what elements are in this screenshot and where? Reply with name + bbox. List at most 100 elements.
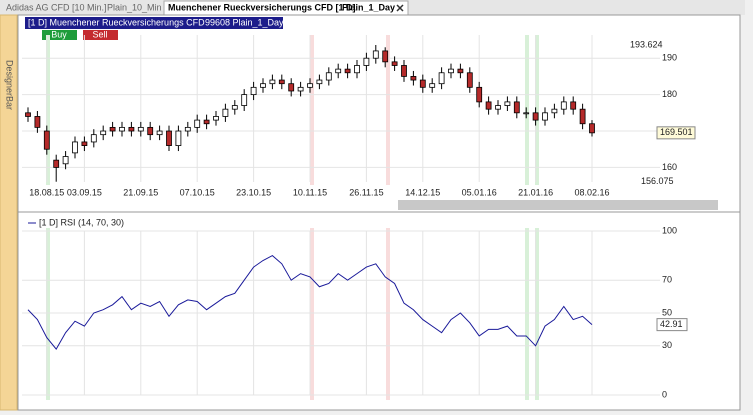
y-tick-label: 190 xyxy=(662,53,677,63)
candle-body xyxy=(429,83,436,88)
candle-body xyxy=(288,83,295,92)
candle-body xyxy=(297,86,304,92)
y-tick-label: 30 xyxy=(662,340,672,350)
candle-body xyxy=(137,126,144,132)
candle-body xyxy=(278,79,285,85)
candle-body xyxy=(495,105,501,110)
candle-body xyxy=(203,119,210,125)
x-tick-label: 23.10.15 xyxy=(236,187,271,197)
candle-body xyxy=(269,79,276,85)
buy-label[interactable]: Buy xyxy=(51,29,67,39)
candle-body xyxy=(542,112,548,121)
band xyxy=(525,35,529,185)
last-value-box xyxy=(656,318,688,332)
candle-body xyxy=(213,116,219,121)
legend-label: [1 D] RSI (14, 70, 30) xyxy=(39,217,124,227)
sidebar-label[interactable]: DesignerBar xyxy=(5,60,15,110)
candle-body xyxy=(222,108,229,117)
candle-body xyxy=(316,79,323,85)
candle-body xyxy=(34,116,41,128)
chart-header xyxy=(25,17,283,29)
y-tick-label: 70 xyxy=(662,275,672,285)
candle-body xyxy=(391,61,398,66)
candle-body xyxy=(325,72,332,81)
x-tick-label: 18.08.15 xyxy=(29,187,64,197)
candle-body xyxy=(147,126,154,136)
x-tick-label: 08.02.16 xyxy=(574,187,609,197)
candle-body xyxy=(175,130,182,146)
tab[interactable]: Plain_10_Min xyxy=(107,2,162,12)
tab[interactable]: Muenchener Rueckversicherungs CFD [1 D] xyxy=(168,2,356,12)
band xyxy=(46,35,50,185)
candle-body xyxy=(72,141,78,154)
candle-body xyxy=(504,101,511,106)
candle-body xyxy=(90,134,97,143)
candle-body xyxy=(466,72,473,88)
band xyxy=(46,228,50,400)
candle-body xyxy=(513,101,520,114)
y-tick-label: 180 xyxy=(662,89,677,99)
candle-body xyxy=(119,126,125,132)
scrollbar[interactable] xyxy=(398,200,718,210)
x-tick-label: 07.10.15 xyxy=(180,187,215,197)
max-price-label: 193.624 xyxy=(630,39,663,49)
candle-body xyxy=(457,68,464,74)
candle-body xyxy=(260,83,266,88)
candle-body xyxy=(560,101,567,110)
x-tick-label: 26.11.15 xyxy=(349,187,383,197)
candle-body xyxy=(307,83,313,88)
y-tick-label: 0 xyxy=(662,389,667,399)
band xyxy=(386,35,390,185)
band xyxy=(310,228,314,400)
candle-body xyxy=(335,68,342,74)
last-value-label: 42.91 xyxy=(660,319,683,329)
candle-body xyxy=(25,112,31,117)
candle-body xyxy=(382,50,389,63)
sell-label[interactable]: Sell xyxy=(92,29,107,39)
candle-body xyxy=(401,65,407,77)
sell-button[interactable] xyxy=(83,30,118,40)
candle-body xyxy=(448,68,454,74)
candle-body xyxy=(194,119,201,128)
candle-body xyxy=(166,130,172,146)
candle-body xyxy=(589,123,595,134)
candle-body xyxy=(532,112,539,121)
buy-button[interactable] xyxy=(42,30,77,40)
candle-body xyxy=(231,105,238,110)
candle-body xyxy=(551,108,558,114)
candle-body xyxy=(109,126,116,132)
close-tab[interactable] xyxy=(396,4,404,12)
sidebar[interactable] xyxy=(0,14,18,411)
candle-body xyxy=(156,130,163,136)
candle-body xyxy=(81,141,88,146)
candle-body xyxy=(485,101,492,110)
tab[interactable]: Adidas AG CFD [10 Min.] xyxy=(6,2,107,12)
candle-body xyxy=(476,86,483,103)
candle-body xyxy=(184,126,191,132)
x-tick-label: 21.09.15 xyxy=(123,187,158,197)
y-tick-label: 50 xyxy=(662,307,672,317)
candle-body xyxy=(53,159,60,168)
band xyxy=(535,228,539,400)
y-tick-label: 160 xyxy=(662,162,677,172)
chart-title: [1 D] Muenchener Rueckversicherungs CFD xyxy=(28,17,205,27)
candle-body xyxy=(241,94,248,106)
min-price-label: 156.075 xyxy=(641,176,674,186)
candle-body xyxy=(100,130,107,136)
x-tick-label: 03.09.15 xyxy=(67,187,102,197)
x-tick-label: 21.01.16 xyxy=(518,187,553,197)
band xyxy=(525,228,529,400)
candle-body xyxy=(250,86,257,96)
candle-body xyxy=(354,65,360,74)
candle-body xyxy=(62,156,69,165)
x-tick-label: 14.12.15 xyxy=(405,187,440,197)
last-price-label: 169.501 xyxy=(660,127,693,137)
band xyxy=(386,228,390,400)
tab[interactable]: Plain_1_Day xyxy=(342,2,395,12)
candle-body xyxy=(372,50,379,59)
band xyxy=(310,35,314,185)
candle-body xyxy=(410,76,417,81)
candle-body xyxy=(438,72,445,85)
candle-body xyxy=(419,79,426,88)
